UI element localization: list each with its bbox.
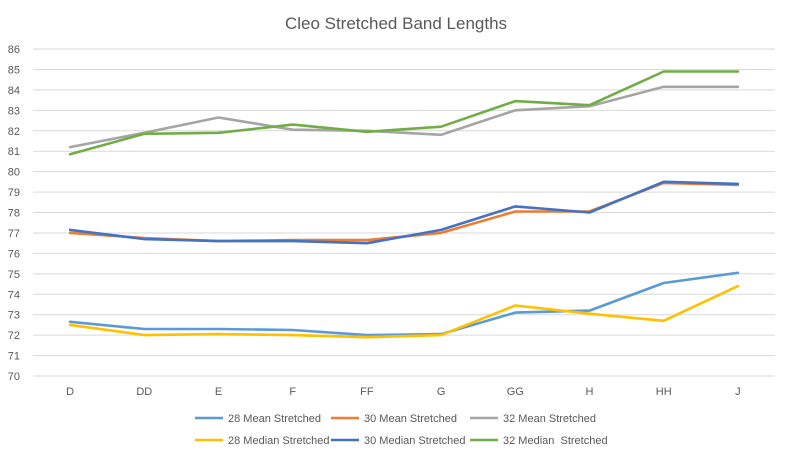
- y-tick-label: 78: [8, 208, 20, 220]
- legend-item: 28 Median Stretched: [195, 435, 330, 447]
- legend-label: 30 Mean Stretched: [364, 413, 457, 425]
- x-tick-label: F: [289, 386, 296, 398]
- legend-item: 30 Median Stretched: [331, 435, 466, 447]
- chart-title: Cleo Stretched Band Lengths: [285, 14, 507, 33]
- legend-item: 32 Mean Stretched: [470, 413, 596, 425]
- x-tick-label: HH: [656, 386, 672, 398]
- legend-item: 32 Median Stretched: [470, 435, 608, 447]
- y-tick-label: 79: [8, 187, 20, 199]
- x-tick-label: DD: [136, 386, 152, 398]
- series-line-5: [68, 70, 740, 156]
- legend-label: 32 Mean Stretched: [503, 413, 596, 425]
- legend-label: 28 Median Stretched: [228, 435, 330, 447]
- legend-label: 28 Mean Stretched: [228, 413, 321, 425]
- y-tick-label: 70: [8, 371, 20, 383]
- y-tick-label: 85: [8, 64, 20, 76]
- x-tick-label: GG: [507, 386, 524, 398]
- series-line-3: [68, 284, 740, 339]
- x-tick-label: J: [735, 386, 741, 398]
- x-tick-label: H: [586, 386, 594, 398]
- y-tick-label: 86: [8, 44, 20, 56]
- series-line-0: [68, 271, 740, 337]
- y-tick-label: 82: [8, 126, 20, 138]
- x-axis-ticks: D DD E F FF G GG H HH J: [66, 386, 741, 398]
- x-tick-label: FF: [360, 386, 374, 398]
- y-tick-label: 76: [8, 248, 20, 260]
- series-line-4: [68, 180, 740, 245]
- legend-label: 30 Median Stretched: [364, 435, 466, 447]
- legend-item: 30 Mean Stretched: [331, 413, 457, 425]
- y-tick-label: 72: [8, 330, 20, 342]
- series-lines: [68, 70, 740, 339]
- y-tick-label: 74: [8, 289, 20, 301]
- series-line-2: [68, 85, 740, 149]
- y-tick-label: 81: [8, 146, 20, 158]
- legend-item: 28 Mean Stretched: [195, 413, 321, 425]
- x-tick-label: D: [66, 386, 74, 398]
- y-tick-label: 84: [8, 85, 20, 97]
- y-tick-label: 71: [8, 351, 20, 363]
- y-tick-label: 83: [8, 105, 20, 117]
- legend-label: 32 Median Stretched: [503, 435, 608, 447]
- x-tick-label: G: [437, 386, 446, 398]
- gridlines: [33, 48, 775, 377]
- x-tick-label: E: [215, 386, 222, 398]
- y-tick-label: 73: [8, 310, 20, 322]
- y-axis-ticks: 70 71 72 73 74 75 76 77 78 79 80 81 82 83 84 85 86: [8, 44, 20, 383]
- y-tick-label: 75: [8, 269, 20, 281]
- y-tick-label: 77: [8, 228, 20, 240]
- legend: 28 Mean Stretched 30 Mean Stretched 32 Mea…: [195, 413, 608, 447]
- y-tick-label: 80: [8, 167, 20, 179]
